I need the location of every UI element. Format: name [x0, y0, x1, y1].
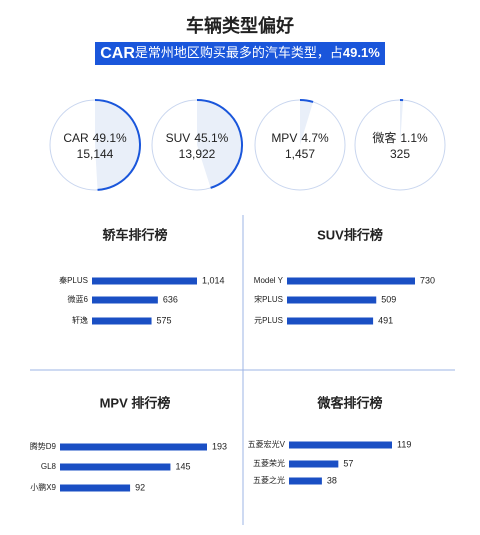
bar	[92, 278, 197, 285]
bar-category: GL8	[41, 462, 57, 471]
bar-category: 五菱荣光	[253, 458, 285, 468]
bar	[92, 297, 158, 304]
bar-category: 宋PLUS	[254, 294, 283, 304]
bar	[92, 318, 152, 325]
bar	[287, 278, 415, 285]
bar-category: 元PLUS	[254, 316, 283, 325]
bar-category: 轩逸	[72, 315, 88, 325]
bar	[289, 478, 322, 485]
bar-category: 秦PLUS	[59, 275, 88, 285]
ring-count: 15,144	[77, 147, 114, 161]
bar	[287, 318, 373, 325]
ring-count: 13,922	[179, 147, 216, 161]
bar	[289, 461, 338, 468]
bar-category: Model Y	[254, 276, 284, 285]
bar	[60, 485, 130, 492]
bar-value: 92	[135, 482, 145, 492]
panel-title: MPV 排行榜	[100, 395, 171, 410]
ring-label: CAR 49.1%	[63, 131, 127, 145]
ring-percent: 1.1%	[400, 131, 428, 145]
bar-value: 575	[157, 315, 172, 325]
panel-title: 轿车排行榜	[102, 227, 167, 242]
banner-percent: 49.1%	[343, 45, 380, 60]
bar-value: 509	[381, 294, 396, 304]
bar	[60, 444, 207, 451]
bar-value: 636	[163, 294, 178, 304]
ring-count: 1,457	[285, 147, 315, 161]
ring-category: SUV	[166, 131, 191, 145]
ring-count: 325	[390, 147, 410, 161]
bar-category: 小鹏X9	[30, 482, 56, 492]
bar-value: 193	[212, 441, 227, 451]
banner-highlight: CAR	[100, 45, 135, 62]
ring-category: 微客	[372, 130, 396, 145]
ring-category: MPV	[271, 131, 297, 145]
bar-value: 1,014	[202, 275, 225, 285]
bar-value: 119	[397, 439, 411, 449]
ring-percent: 45.1%	[194, 131, 228, 145]
bar-value: 145	[175, 461, 190, 471]
bar-category: 微蓝6	[68, 294, 89, 304]
ring-percent: 4.7%	[301, 131, 329, 145]
bar	[60, 464, 170, 471]
bar-value: 730	[420, 275, 435, 285]
panel-title: 微客排行榜	[316, 395, 382, 410]
bar-value: 57	[343, 458, 353, 468]
bar-value: 38	[327, 475, 337, 485]
ring-category: CAR	[63, 131, 89, 145]
bar	[289, 442, 392, 449]
banner-body: 是常州地区购买最多的汽车类型，占	[135, 45, 343, 60]
ring-percent: 49.1%	[93, 131, 127, 145]
bar-category: 腾势D9	[30, 441, 57, 451]
title: 车辆类型偏好	[186, 15, 294, 36]
bar-value: 491	[378, 315, 393, 325]
banner-text: CAR是常州地区购买最多的汽车类型，占49.1%	[100, 45, 380, 62]
ring-label: 微客 1.1%	[372, 130, 428, 145]
bar-category: 五菱之光	[253, 475, 285, 485]
panel-title: SUV排行榜	[317, 227, 383, 242]
bar	[287, 297, 376, 304]
bar-category: 五菱宏光V	[248, 439, 286, 449]
